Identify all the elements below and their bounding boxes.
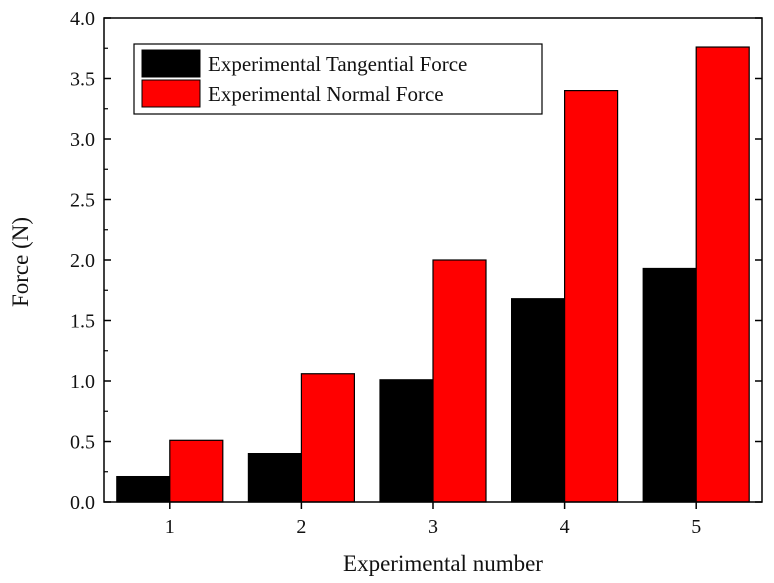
bar-series1-cat-5 xyxy=(642,267,697,503)
x-tick-label: 4 xyxy=(560,516,570,538)
legend-swatch-2 xyxy=(141,79,201,108)
x-axis-title: Experimental number xyxy=(343,551,543,576)
bar-series2-cat-2 xyxy=(300,373,355,503)
x-tick-label: 1 xyxy=(165,516,175,538)
bars-group xyxy=(116,46,750,503)
bar-series2-cat-1 xyxy=(169,439,224,503)
legend-label-1: Experimental Tangential Force xyxy=(208,52,467,76)
ticks-group: 0.0 0.5 1.0 1.5 2.0 2.5 3.0 3.5 4.0 1 2 3 4 5 xyxy=(70,8,762,538)
y-tick-label: 3.0 xyxy=(70,129,95,151)
y-tick-label: 1.5 xyxy=(70,311,95,333)
bar-series2-cat-5 xyxy=(695,46,750,503)
bar-series1-cat-1 xyxy=(116,475,171,503)
y-axis-title: Force (N) xyxy=(8,217,33,307)
bar-series1-cat-3 xyxy=(379,379,434,503)
legend-box xyxy=(133,43,543,115)
y-tick-label: 0.0 xyxy=(70,492,95,514)
y-tick-label: 0.5 xyxy=(70,432,95,454)
legend-label-2: Experimental Normal Force xyxy=(208,82,444,106)
bar-series1-cat-2 xyxy=(247,453,302,503)
bar-series2-cat-4 xyxy=(563,89,619,503)
x-tick-label: 3 xyxy=(428,516,438,538)
x-tick-label: 5 xyxy=(691,516,701,538)
y-tick-label: 2.5 xyxy=(70,190,95,212)
legend: Experimental Tangential Force Experimenta… xyxy=(133,43,543,115)
y-tick-label: 1.0 xyxy=(70,371,95,393)
x-tick-label: 2 xyxy=(296,516,306,538)
bar-series2-cat-3 xyxy=(432,259,487,503)
y-tick-label: 2.0 xyxy=(70,250,95,272)
legend-swatch-1 xyxy=(141,49,201,78)
y-tick-label: 4.0 xyxy=(70,8,95,30)
y-tick-label: 3.5 xyxy=(70,69,95,91)
bar-series1-cat-4 xyxy=(511,298,566,503)
